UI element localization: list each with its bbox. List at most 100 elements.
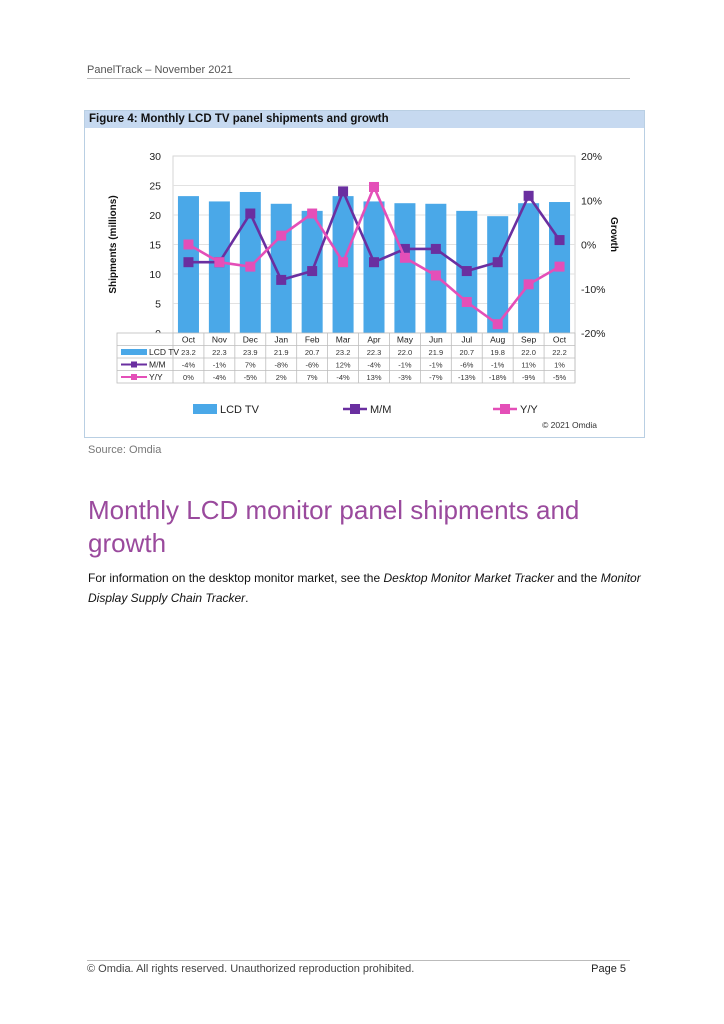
x-tick-label: Aug bbox=[490, 335, 505, 345]
x-tick-label: Dec bbox=[243, 335, 259, 345]
table-cell-lcdtv: 22.3 bbox=[212, 348, 227, 357]
point-mm bbox=[369, 257, 379, 268]
table-series-name: LCD TV bbox=[149, 347, 179, 357]
table-key-lcdtv bbox=[121, 349, 147, 355]
legend-key-lcdtv bbox=[193, 404, 217, 414]
point-mm bbox=[430, 243, 441, 254]
x-tick-label: Oct bbox=[553, 335, 567, 345]
table-cell-yy: 0% bbox=[183, 373, 194, 382]
table-key-marker-mm bbox=[131, 361, 137, 368]
x-tick-label: Apr bbox=[367, 335, 380, 345]
point-yy bbox=[307, 208, 318, 219]
table-cell-yy: -18% bbox=[489, 373, 507, 382]
y2-tick-label: 0% bbox=[581, 240, 596, 252]
y-tick-label: 10 bbox=[149, 269, 161, 281]
table-cell-lcdtv: 21.9 bbox=[429, 348, 444, 357]
table-cell-lcdtv: 23.9 bbox=[243, 348, 258, 357]
table-cell-yy: -9% bbox=[522, 373, 536, 382]
point-yy bbox=[554, 261, 565, 272]
x-tick-label: Jun bbox=[429, 335, 443, 345]
point-yy bbox=[492, 319, 503, 330]
point-yy bbox=[214, 257, 225, 268]
x-tick-label: Jul bbox=[461, 335, 472, 345]
point-yy bbox=[430, 270, 441, 281]
table-cell-lcdtv: 20.7 bbox=[305, 348, 320, 357]
table-cell-lcdtv: 20.7 bbox=[459, 348, 474, 357]
table-cell-mm: -4% bbox=[367, 361, 381, 370]
running-header: PanelTrack – November 2021 bbox=[87, 64, 233, 76]
point-mm bbox=[307, 266, 318, 277]
bar bbox=[487, 216, 509, 333]
chart: 051015202530-20%-10%0%10%20%Shipments (m… bbox=[108, 151, 619, 430]
table-cell-yy: -4% bbox=[336, 373, 350, 382]
table-cell-lcdtv: 23.2 bbox=[181, 348, 196, 357]
table-cell-lcdtv: 22.2 bbox=[552, 348, 567, 357]
bar bbox=[425, 203, 447, 333]
table-series-name: Y/Y bbox=[149, 372, 163, 382]
point-yy bbox=[523, 279, 534, 290]
y2-axis-title: Growth bbox=[608, 217, 619, 252]
legend-marker-yy bbox=[500, 404, 510, 414]
table-cell-yy: 7% bbox=[307, 373, 318, 382]
x-tick-label: Oct bbox=[182, 335, 196, 345]
legend-label-mm: M/M bbox=[370, 404, 391, 416]
table-cell-lcdtv: 21.9 bbox=[274, 348, 289, 357]
para-mid: and the bbox=[553, 571, 601, 585]
y-tick-label: 20 bbox=[149, 210, 161, 222]
point-mm bbox=[183, 257, 194, 268]
point-yy bbox=[399, 252, 410, 263]
y-tick-label: 5 bbox=[155, 299, 161, 311]
table-cell-yy: -5% bbox=[553, 373, 567, 382]
table-cell-yy: -13% bbox=[458, 373, 476, 382]
point-mm bbox=[492, 257, 503, 268]
source-note: Source: Omdia bbox=[88, 444, 162, 456]
link-desktop-monitor-tracker[interactable]: Desktop Monitor Market Tracker bbox=[383, 571, 554, 585]
bar bbox=[394, 203, 416, 333]
table-cell-lcdtv: 22.0 bbox=[398, 348, 413, 357]
section-paragraph: For information on the desktop monitor m… bbox=[88, 568, 648, 608]
x-tick-label: Nov bbox=[212, 335, 228, 345]
table-cell-yy: -3% bbox=[398, 373, 412, 382]
link-monitor-supply-chain-tracker[interactable]: Monitor Display Supply Chain Tracker bbox=[88, 571, 641, 605]
table-cell-yy: 13% bbox=[366, 373, 381, 382]
y2-tick-label: 10% bbox=[581, 195, 602, 207]
y-tick-label: 15 bbox=[149, 240, 161, 252]
figure-box: Figure 4: Monthly LCD TV panel shipments… bbox=[84, 110, 645, 438]
bar bbox=[518, 203, 540, 333]
y2-tick-label: -20% bbox=[581, 328, 606, 340]
table-cell-yy: 2% bbox=[276, 373, 287, 382]
point-mm bbox=[245, 208, 256, 219]
point-mm bbox=[399, 243, 410, 254]
x-tick-label: May bbox=[397, 335, 414, 345]
point-yy bbox=[245, 261, 256, 272]
table-cell-mm: -6% bbox=[460, 361, 474, 370]
point-yy bbox=[461, 297, 472, 308]
legend-label-lcdtv: LCD TV bbox=[220, 404, 260, 416]
header-divider bbox=[87, 78, 630, 79]
table-cell-mm: -1% bbox=[429, 361, 443, 370]
x-tick-label: Jan bbox=[274, 335, 288, 345]
table-series-name: M/M bbox=[149, 360, 166, 370]
footer-divider bbox=[87, 960, 630, 961]
point-yy bbox=[183, 239, 194, 250]
x-tick-label: Mar bbox=[336, 335, 351, 345]
table-cell-lcdtv: 22.0 bbox=[521, 348, 536, 357]
table-cell-lcdtv: 23.2 bbox=[336, 348, 351, 357]
point-yy bbox=[369, 181, 379, 192]
table-key-marker-yy bbox=[131, 374, 137, 380]
table-cell-lcdtv: 19.8 bbox=[490, 348, 505, 357]
x-tick-label: Feb bbox=[305, 335, 320, 345]
point-yy bbox=[338, 257, 349, 268]
point-mm bbox=[276, 274, 287, 285]
point-mm bbox=[523, 190, 534, 201]
legend-marker-mm bbox=[350, 404, 360, 414]
table-cell-yy: -7% bbox=[429, 373, 443, 382]
table-cell-mm: 1% bbox=[554, 361, 565, 370]
para-suffix: . bbox=[245, 591, 249, 605]
table-cell-mm: -1% bbox=[491, 361, 505, 370]
table-cell-mm: -6% bbox=[305, 361, 319, 370]
footer-copyright: © Omdia. All rights reserved. Unauthoriz… bbox=[87, 963, 415, 975]
chart-copyright: © 2021 Omdia bbox=[542, 420, 597, 430]
section-heading: Monthly LCD monitor panel shipments and … bbox=[88, 495, 580, 558]
y2-tick-label: 20% bbox=[581, 151, 602, 163]
